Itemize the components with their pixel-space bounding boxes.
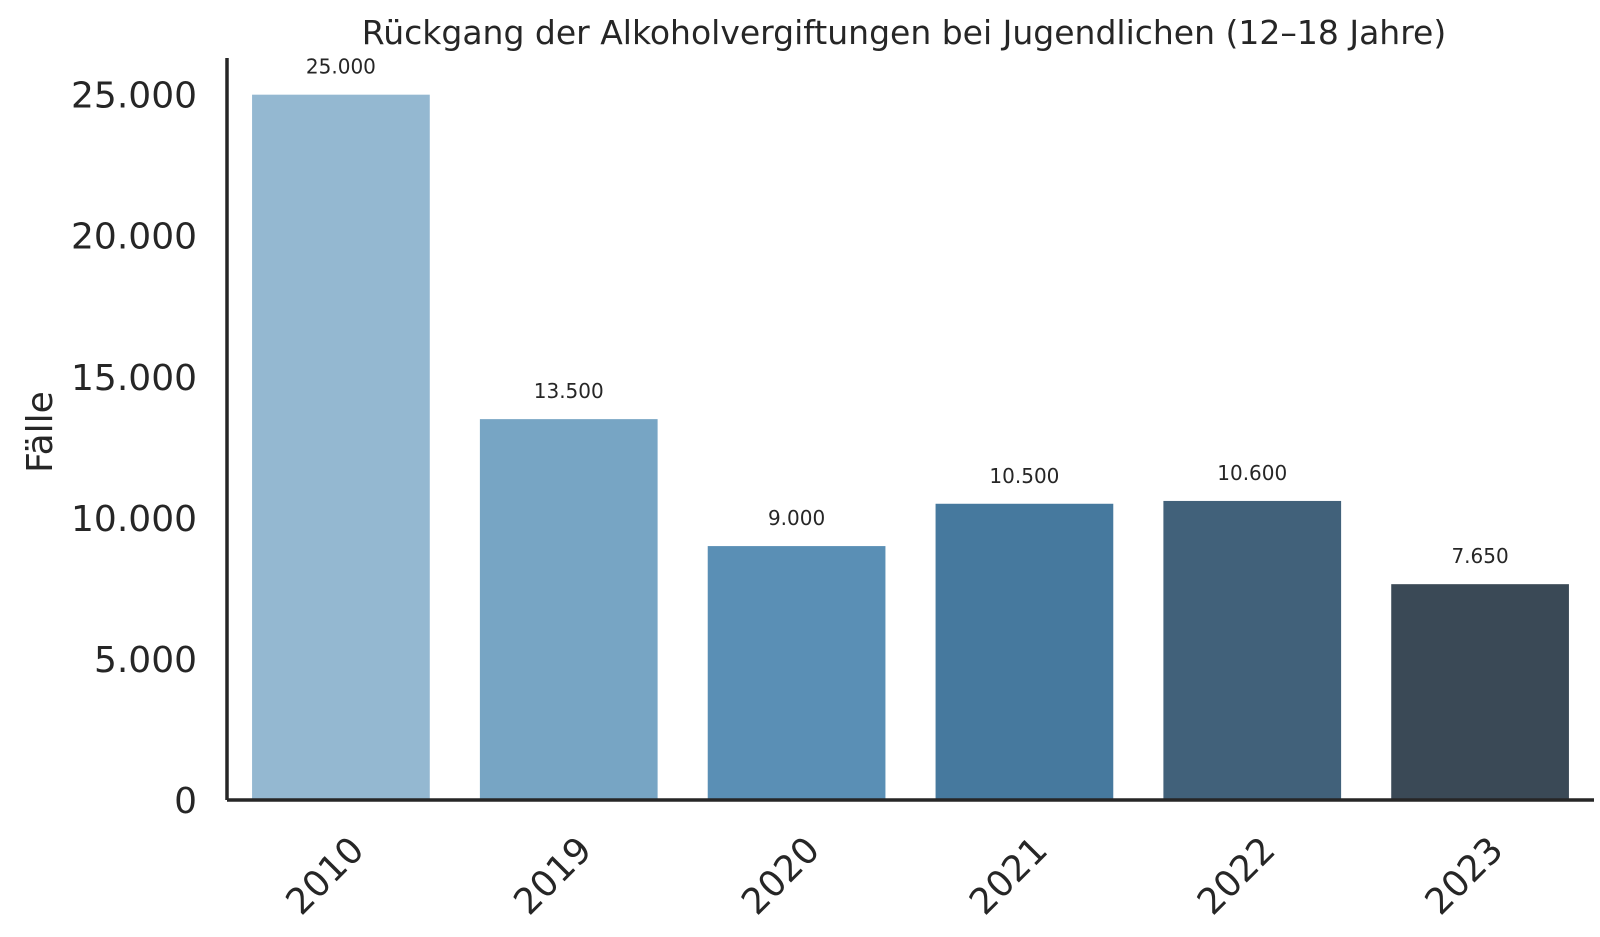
data-label-2022: 10.600 [1217,461,1287,485]
y-tick-label: 10.000 [71,499,197,540]
y-tick-label: 20.000 [71,217,197,258]
x-tick-label-2023: 2023 [1418,829,1512,923]
bar-2019 [479,419,658,800]
y-axis-label: Fälle [20,391,61,473]
data-label-2010: 25.000 [306,55,376,79]
data-label-2023: 7.650 [1451,544,1508,568]
bars [252,94,1569,800]
x-tick-label-2021: 2021 [962,829,1056,923]
x-tick-label-2019: 2019 [506,829,600,923]
y-tick-label: 25.000 [71,76,197,117]
x-tick-label-2010: 2010 [279,829,373,923]
y-axis-ticks: 0 5.000 10.000 15.000 20.000 25.000 [71,76,197,822]
bar-2020 [707,546,886,800]
x-axis-ticks: 2010 2019 2020 2021 2022 2023 [279,829,1512,923]
data-label-2020: 9.000 [768,506,825,530]
bar-2022 [1163,500,1342,800]
y-tick-label: 15.000 [71,358,197,399]
bar-2023 [1391,584,1569,800]
x-tick-label-2020: 2020 [734,829,828,923]
bar-2010 [252,94,430,800]
chart-title: Rückgang der Alkoholvergiftungen bei Jug… [362,13,1447,52]
data-label-2019: 13.500 [534,379,604,403]
x-tick-label-2022: 2022 [1190,829,1284,923]
data-labels: 25.000 13.500 9.000 10.500 10.600 7.650 [306,55,1509,568]
bar-2021 [935,503,1114,800]
y-tick-label: 0 [174,781,197,822]
data-label-2021: 10.500 [989,464,1059,488]
y-tick-label: 5.000 [94,640,197,681]
